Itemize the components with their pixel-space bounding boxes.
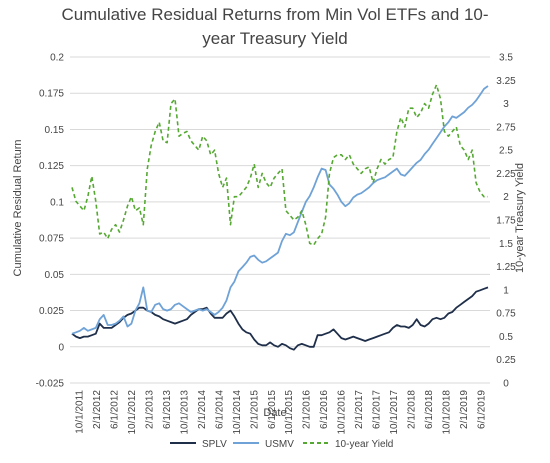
y-right-tick-label: 1 xyxy=(503,285,509,296)
y-left-tick-label: -0.025 xyxy=(36,379,65,390)
right-axis-ticks: 0 0.25 0.5 0.75 1 1.25 1.5 1.75 2 2.25 2.5 2.75 3 3.2… xyxy=(496,53,516,390)
x-tick-label: 10/1/2018 xyxy=(442,390,453,435)
y-left-tick-label: 0.1 xyxy=(50,197,64,208)
y-axis-left-label: Cumulative Residual Return xyxy=(12,140,24,277)
y-right-tick-label: 1.25 xyxy=(496,262,516,273)
x-tick-label: 2/1/2012 xyxy=(92,390,103,429)
x-tick-label: 6/1/2014 xyxy=(214,390,225,429)
y-right-tick-label: 0.75 xyxy=(496,309,516,320)
y-left-tick-label: 0.05 xyxy=(45,270,65,281)
y-right-tick-label: 0.25 xyxy=(496,355,516,366)
x-tick-label: 2/1/2013 xyxy=(144,390,155,429)
y-right-tick-label: 1.75 xyxy=(496,216,516,227)
x-tick-label: 2/1/2016 xyxy=(302,390,313,429)
x-tick-label: 10/1/2015 xyxy=(284,390,295,435)
x-tick-label: 10/1/2012 xyxy=(127,390,138,435)
y-right-tick-label: 2.75 xyxy=(496,122,516,133)
x-tick-label: 10/1/2017 xyxy=(389,390,400,435)
x-axis-ticks: 10/1/2011 2/1/2012 6/1/2012 10/1/2012 2/1/20… xyxy=(75,390,488,435)
y-left-tick-label: 0 xyxy=(58,342,64,353)
legend-label-splv: SPLV xyxy=(202,439,227,450)
x-tick-label: 6/1/2013 xyxy=(162,390,173,429)
x-tick-label: 10/1/2016 xyxy=(337,390,348,435)
x-tick-label: 6/1/2019 xyxy=(477,390,488,429)
x-tick-label: 2/1/2017 xyxy=(354,390,365,429)
legend-label-usmv: USMV xyxy=(265,439,294,450)
y-left-tick-label: 0.15 xyxy=(45,125,65,136)
y-right-tick-label: 1.5 xyxy=(499,239,513,250)
x-tick-label: 2/1/2019 xyxy=(459,390,470,429)
gridlines xyxy=(70,56,490,384)
x-tick-label: 10/1/2014 xyxy=(232,390,243,435)
legend: SPLV USMV 10-year Yield xyxy=(170,439,393,450)
y-right-tick-label: 0 xyxy=(503,379,509,390)
x-tick-label: 10/1/2013 xyxy=(179,390,190,435)
y-right-tick-label: 0.5 xyxy=(499,332,513,343)
y-axis-right-label: 10-year Treasury Yield xyxy=(514,163,526,273)
left-axis-ticks: -0.025 0 0.025 0.05 0.075 0.1 0.125 0.15 0.175 0.… xyxy=(36,53,65,390)
x-tick-label: 10/1/2011 xyxy=(75,390,86,434)
chart-title-line-2: year Treasury Yield xyxy=(202,29,348,48)
y-left-tick-label: 0.2 xyxy=(50,53,64,64)
y-right-tick-label: 3 xyxy=(503,99,509,110)
series-line-10-year-yield xyxy=(71,84,488,246)
x-tick-label: 6/1/2017 xyxy=(372,390,383,429)
x-tick-label: 6/1/2015 xyxy=(267,390,278,429)
x-tick-label: 2/1/2015 xyxy=(249,390,260,429)
chart-title-line-1: Cumulative Residual Returns from Min Vol… xyxy=(61,5,488,24)
y-left-tick-label: 0.025 xyxy=(39,306,64,317)
x-tick-label: 2/1/2014 xyxy=(197,390,208,429)
x-tick-label: 2/1/2018 xyxy=(407,390,418,429)
x-tick-label: 6/1/2012 xyxy=(109,390,120,429)
y-right-tick-label: 3.5 xyxy=(499,53,513,64)
y-right-tick-label: 2.5 xyxy=(499,146,513,157)
y-left-tick-label: 0.075 xyxy=(39,234,64,245)
y-right-tick-label: 2 xyxy=(503,192,509,203)
y-right-tick-label: 3.25 xyxy=(496,76,516,87)
y-left-tick-label: 0.125 xyxy=(39,161,64,172)
y-left-tick-label: 0.175 xyxy=(39,89,64,100)
y-right-tick-label: 2.25 xyxy=(496,169,516,180)
x-tick-label: 6/1/2016 xyxy=(319,390,330,429)
x-axis-label: Date xyxy=(263,407,286,419)
x-tick-label: 6/1/2018 xyxy=(424,390,435,429)
series-lines xyxy=(71,84,489,351)
series-line-splv xyxy=(71,286,489,351)
series-line-usmv xyxy=(71,85,489,335)
legend-label-10-year-yield: 10-year Yield xyxy=(335,439,393,450)
